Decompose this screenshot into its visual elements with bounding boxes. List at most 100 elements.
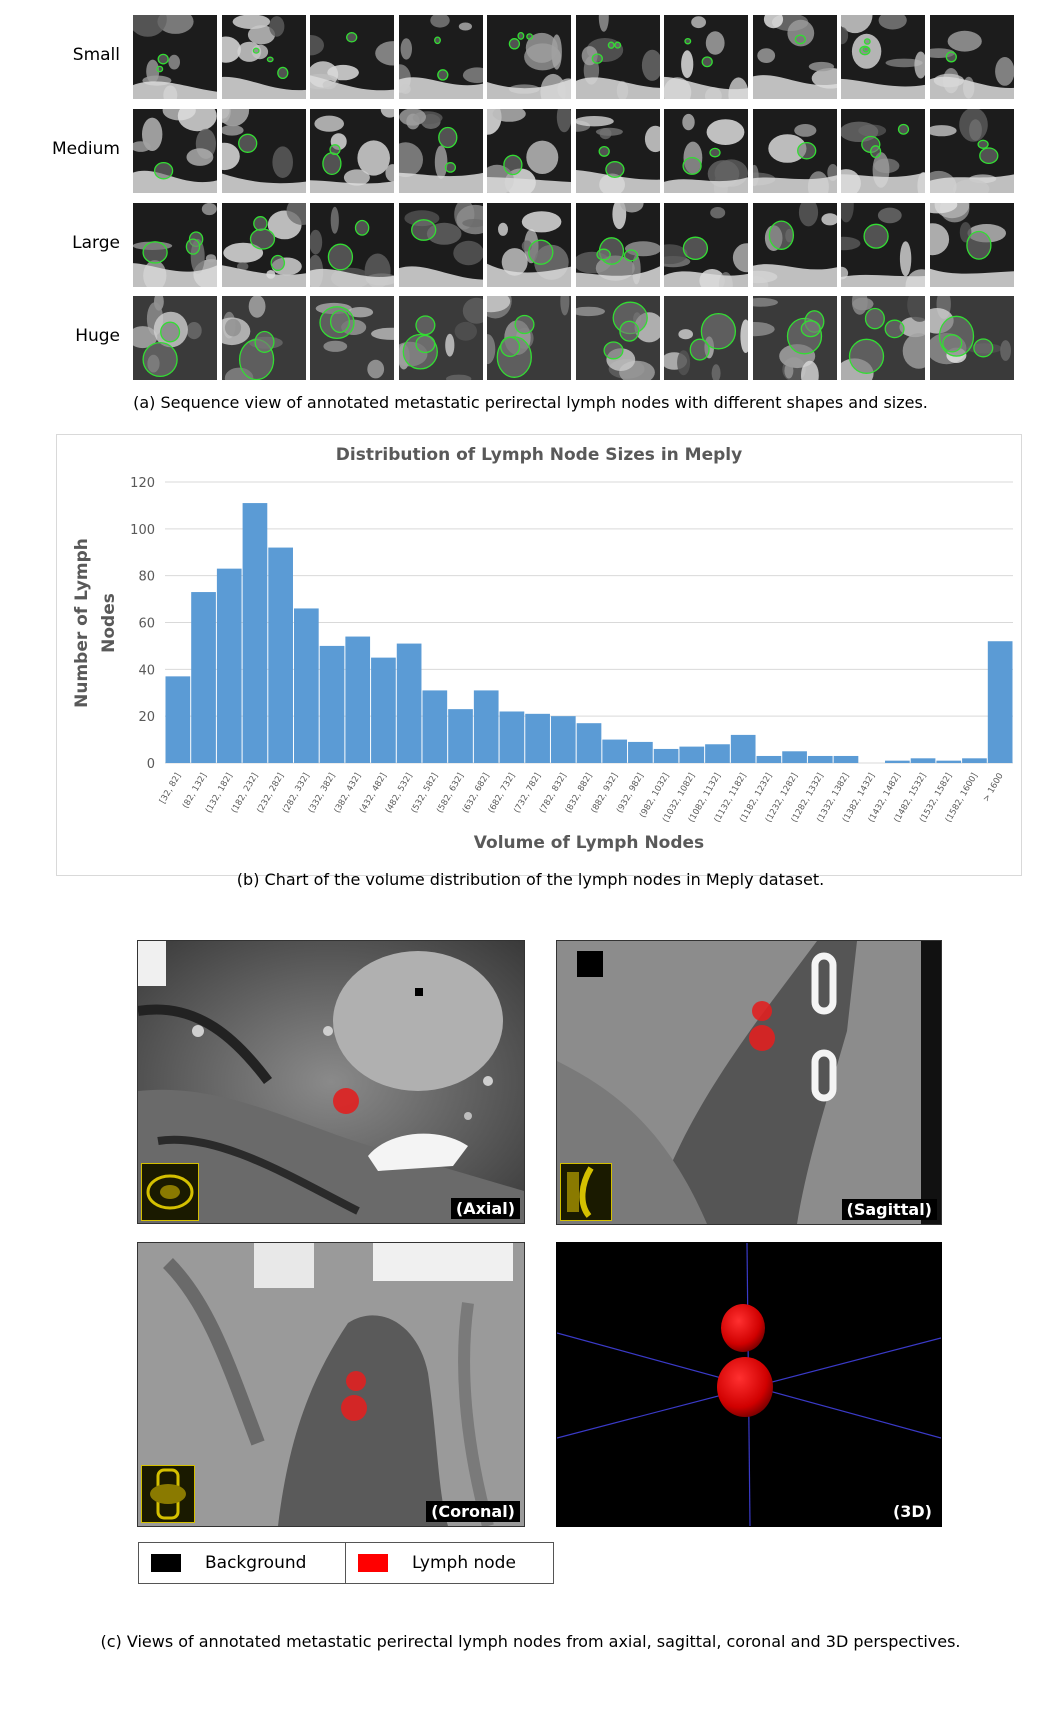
axial-scan-image	[138, 941, 524, 1223]
thumbnail-huge-8	[752, 296, 837, 380]
bar-3	[216, 568, 242, 763]
x-tick-label: > 1600	[981, 772, 1005, 804]
bar-21	[679, 746, 705, 763]
bar-1	[165, 676, 191, 763]
thumbnail-huge-2	[221, 296, 306, 380]
thumbnail-small-5	[487, 15, 571, 99]
bar-5	[268, 547, 293, 763]
bar-12	[448, 709, 473, 763]
3d-view-label: (3D)	[887, 1501, 937, 1522]
x-tick-label: (82, 132]	[181, 772, 209, 811]
coronal-scan-image	[138, 1243, 524, 1526]
sagittal-view: (Sagittal)	[556, 940, 942, 1225]
sagittal-scan-image	[557, 941, 941, 1224]
bar-30	[910, 758, 936, 763]
thumbnail-small-3	[310, 15, 394, 99]
bar-6	[293, 608, 319, 763]
bar-31	[936, 760, 962, 763]
y-tick-label: 60	[138, 617, 155, 632]
bar-4	[242, 503, 268, 763]
thumbnail-medium-5	[487, 109, 571, 193]
row-label-large: Large	[72, 233, 120, 253]
x-tick-label: [32, 82]	[158, 772, 183, 806]
y-tick-label: 40	[138, 663, 155, 678]
bar-11	[422, 690, 448, 763]
bar-20	[653, 748, 679, 763]
thumbnail-huge-9	[841, 296, 925, 380]
sagittal-inset-thumbnail	[560, 1163, 612, 1221]
y-tick-label: 120	[130, 476, 155, 491]
thumbnail-small-7	[664, 15, 748, 99]
thumbnail-large-10	[929, 203, 1014, 287]
bar-10	[396, 643, 422, 763]
bar-19	[628, 741, 653, 763]
thumbnail-large-9	[841, 203, 925, 287]
row-label-small: Small	[72, 45, 120, 65]
thumbnail-huge-1	[133, 296, 217, 380]
thumbnail-huge-10	[929, 296, 1014, 380]
bar-16	[550, 716, 576, 763]
chart-container: Distribution of Lymph Node Sizes in Mepl…	[56, 434, 1022, 876]
bar-32	[962, 758, 987, 763]
thumbnail-huge-6	[575, 296, 660, 380]
thumbnail-large-3	[310, 203, 394, 287]
bar-33	[987, 641, 1013, 763]
bar-7	[319, 645, 345, 763]
bar-22	[705, 744, 730, 763]
legend-swatch-background	[151, 1554, 181, 1572]
thumbnail-medium-2	[221, 109, 306, 193]
thumbnail-small-9	[841, 15, 925, 99]
thumbnail-small-10	[929, 15, 1014, 99]
bar-25	[782, 751, 807, 763]
axial-view: (Axial)	[137, 940, 525, 1224]
axial-inset-thumbnail	[141, 1163, 199, 1221]
axial-view-label: (Axial)	[450, 1198, 520, 1219]
legend: Background Lymph node	[138, 1542, 554, 1584]
panel-c-caption: (c) Views of annotated metastatic perire…	[100, 1632, 961, 1651]
thumbnail-medium-10	[929, 109, 1014, 193]
row-label-medium: Medium	[52, 139, 120, 159]
y-axis-title: Number of Lymph Nodes	[72, 538, 119, 708]
bar-9	[371, 657, 396, 763]
legend-swatch-lymph-node	[358, 1554, 388, 1572]
bar-13	[473, 690, 499, 763]
coronal-view: (Coronal)	[137, 1242, 525, 1527]
thumbnail-medium-7	[664, 109, 748, 193]
bar-27	[833, 755, 859, 763]
legend-label-background: Background	[205, 1553, 307, 1573]
bar-14	[499, 711, 525, 763]
bar-26	[807, 755, 833, 763]
y-tick-label: 80	[138, 570, 155, 585]
thumbnail-small-4	[398, 15, 483, 99]
thumbnail-medium-1	[133, 109, 217, 193]
bar-2	[191, 592, 216, 763]
thumbnail-large-1	[133, 203, 217, 287]
bar-15	[525, 713, 550, 763]
y-tick-label: 0	[147, 757, 155, 772]
legend-item-lymph-node: Lymph node	[346, 1543, 552, 1583]
panel-a-caption: (a) Sequence view of annotated metastati…	[133, 393, 928, 412]
thumbnail-huge-3	[310, 296, 394, 380]
x-axis-title: Volume of Lymph Nodes	[474, 833, 704, 853]
bar-18	[602, 739, 628, 763]
thumbnail-small-6	[575, 15, 660, 99]
legend-label-lymph-node: Lymph node	[412, 1553, 516, 1573]
legend-item-background: Background	[139, 1543, 346, 1583]
3d-view: (3D)	[556, 1242, 942, 1527]
thumbnail-large-2	[221, 203, 306, 287]
bar-24	[756, 755, 782, 763]
bar-8	[345, 636, 371, 763]
thumbnail-medium-6	[575, 109, 660, 193]
thumbnail-medium-8	[752, 109, 837, 193]
thumbnail-medium-4	[398, 109, 483, 193]
row-label-huge: Huge	[75, 326, 120, 346]
panel-b-caption: (b) Chart of the volume distribution of …	[236, 870, 825, 889]
y-tick-label: 100	[130, 523, 155, 538]
thumbnail-large-6	[575, 203, 660, 287]
bar-17	[576, 723, 602, 763]
thumbnail-large-4	[398, 203, 483, 287]
sagittal-view-label: (Sagittal)	[841, 1199, 937, 1220]
bar-23	[730, 734, 756, 763]
thumbnail-medium-3	[310, 109, 394, 193]
